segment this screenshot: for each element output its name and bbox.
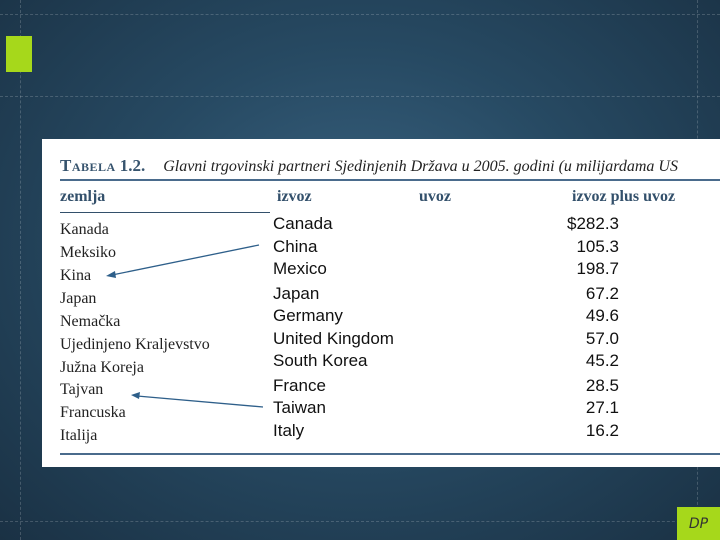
total-value: 67.2 bbox=[585, 284, 619, 303]
partner-name: South Korea bbox=[273, 351, 368, 370]
header-total: izvoz plus uvoz bbox=[572, 188, 676, 205]
partner-name: Italy bbox=[273, 421, 305, 440]
table-label: Tabela bbox=[60, 156, 116, 175]
guide-line bbox=[0, 521, 720, 522]
partner-name: France bbox=[273, 376, 326, 395]
dp-badge: DP bbox=[677, 507, 720, 540]
country-name: Kina bbox=[60, 267, 92, 284]
country-name: Ujedinjeno Kraljevstvo bbox=[60, 336, 210, 353]
country-name: Tajvan bbox=[60, 381, 104, 398]
guide-line bbox=[0, 96, 720, 97]
total-value: 27.1 bbox=[585, 398, 619, 417]
dp-badge-text: DP bbox=[688, 515, 709, 532]
partner-name: China bbox=[273, 237, 318, 256]
header-exports: izvoz bbox=[277, 188, 312, 205]
top-rule bbox=[60, 179, 720, 181]
accent-box bbox=[6, 36, 32, 72]
partner-name: Canada bbox=[273, 214, 333, 233]
table-caption: Tabela 1.2. Glavni trgovinski partneri S… bbox=[60, 156, 678, 176]
partner-name: Japan bbox=[273, 284, 320, 303]
total-value: 28.5 bbox=[585, 376, 619, 395]
total-value: 16.2 bbox=[585, 421, 619, 440]
guide-line bbox=[0, 14, 720, 15]
header-underline bbox=[60, 212, 270, 213]
partner-name: Mexico bbox=[273, 259, 327, 278]
partner-name: United Kingdom bbox=[273, 329, 394, 348]
arrow-head bbox=[106, 271, 116, 278]
partner-name: Taiwan bbox=[273, 398, 326, 417]
total-value: $282.3 bbox=[567, 214, 619, 233]
total-value: 57.0 bbox=[585, 329, 619, 348]
header-country: zemlja bbox=[60, 188, 106, 205]
arrow-taiwan-to-tajvan bbox=[136, 395, 264, 408]
total-value: 105.3 bbox=[576, 237, 619, 256]
table-title: Glavni trgovinski partneri Sjedinjenih D… bbox=[163, 158, 678, 175]
country-name: Meksiko bbox=[60, 244, 116, 261]
country-name: Nemačka bbox=[60, 313, 121, 330]
arrow-china-to-kina bbox=[111, 244, 260, 276]
table-number: 1.2. bbox=[119, 156, 146, 175]
arrow-head bbox=[131, 392, 140, 399]
country-name: Japan bbox=[60, 290, 97, 307]
country-name: Kanada bbox=[60, 221, 109, 238]
total-value: 45.2 bbox=[585, 351, 619, 370]
country-name: Južna Koreja bbox=[60, 359, 144, 376]
partner-name: Germany bbox=[273, 306, 343, 325]
total-value: 49.6 bbox=[585, 306, 619, 325]
annotation-arrows bbox=[106, 244, 264, 408]
bottom-rule bbox=[60, 453, 720, 455]
table-image: Tabela 1.2. Glavni trgovinski partneri S… bbox=[42, 139, 720, 467]
header-imports: uvoz bbox=[419, 188, 451, 205]
guide-line bbox=[20, 0, 21, 540]
country-name: Italija bbox=[60, 427, 98, 444]
country-name: Francuska bbox=[60, 404, 126, 421]
total-value: 198.7 bbox=[576, 259, 619, 278]
